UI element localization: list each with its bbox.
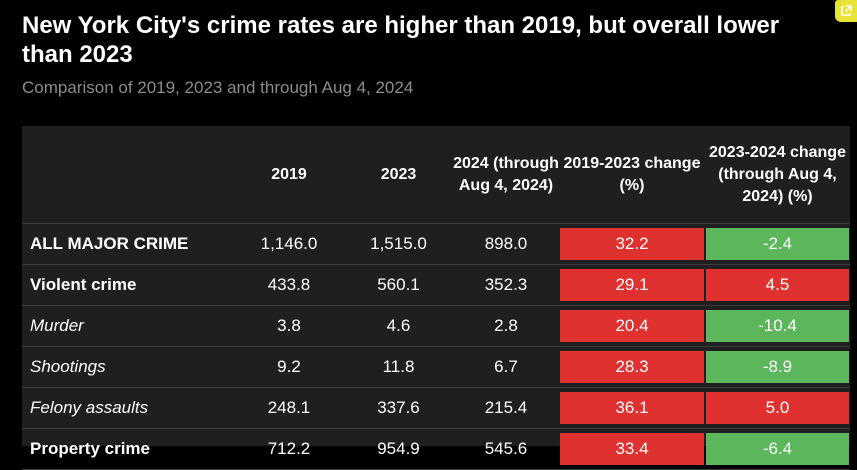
table-row: Murder 3.8 4.6 2.8 20.4 -10.4 bbox=[22, 305, 850, 347]
table-row: Felony assaults 248.1 337.6 215.4 36.1 5.0 bbox=[22, 387, 850, 429]
value-2019: 433.8 bbox=[234, 264, 344, 306]
value-2024: 215.4 bbox=[453, 387, 559, 429]
row-label: Felony assaults bbox=[22, 387, 234, 429]
value-2019: 9.2 bbox=[234, 346, 344, 388]
value-2024: 545.6 bbox=[453, 428, 559, 470]
value-2024: 898.0 bbox=[453, 223, 559, 265]
change-2019-2023-cell: 33.4 bbox=[559, 428, 705, 470]
value-2019: 248.1 bbox=[234, 387, 344, 429]
value-2023: 954.9 bbox=[344, 428, 453, 470]
change-value: 29.1 bbox=[560, 269, 704, 301]
expand-icon bbox=[841, 5, 852, 16]
row-label: Violent crime bbox=[22, 264, 234, 306]
change-value: 32.2 bbox=[560, 228, 704, 260]
table-header-row: 2019 2023 2024 (through Aug 4, 2024) 201… bbox=[22, 126, 850, 224]
table-row: ALL MAJOR CRIME 1,146.0 1,515.0 898.0 32.2 -2… bbox=[22, 223, 850, 265]
value-2023: 337.6 bbox=[344, 387, 453, 429]
change-2019-2023-cell: 32.2 bbox=[559, 223, 705, 265]
table-row: Shootings 9.2 11.8 6.7 28.3 -8.9 bbox=[22, 346, 850, 388]
row-label: ALL MAJOR CRIME bbox=[22, 223, 234, 265]
value-2024: 352.3 bbox=[453, 264, 559, 306]
change-value: 28.3 bbox=[560, 351, 704, 383]
change-value: 20.4 bbox=[560, 310, 704, 342]
change-2023-2024-cell: 5.0 bbox=[705, 387, 850, 429]
value-2023: 4.6 bbox=[344, 305, 453, 347]
change-2023-2024-cell: -8.9 bbox=[705, 346, 850, 388]
row-label: Shootings bbox=[22, 346, 234, 388]
change-value: 33.4 bbox=[560, 433, 704, 465]
change-2019-2023-cell: 20.4 bbox=[559, 305, 705, 347]
row-label: Property crime bbox=[22, 428, 234, 470]
change-value: -8.9 bbox=[706, 351, 849, 383]
change-value: -2.4 bbox=[706, 228, 849, 260]
change-value: 5.0 bbox=[706, 392, 849, 424]
change-value: -6.4 bbox=[706, 433, 849, 465]
change-2023-2024-cell: 4.5 bbox=[705, 264, 850, 306]
header-2023: 2023 bbox=[344, 126, 453, 224]
value-2019: 712.2 bbox=[234, 428, 344, 470]
change-2019-2023-cell: 36.1 bbox=[559, 387, 705, 429]
header-change-2023-2024: 2023-2024 change (through Aug 4, 2024) (… bbox=[705, 126, 850, 224]
value-2019: 1,146.0 bbox=[234, 223, 344, 265]
expand-button[interactable] bbox=[835, 0, 857, 22]
header-2019: 2019 bbox=[234, 126, 344, 224]
table-row: Violent crime 433.8 560.1 352.3 29.1 4.5 bbox=[22, 264, 850, 306]
change-value: -10.4 bbox=[706, 310, 849, 342]
change-2019-2023-cell: 29.1 bbox=[559, 264, 705, 306]
value-2023: 1,515.0 bbox=[344, 223, 453, 265]
value-2024: 6.7 bbox=[453, 346, 559, 388]
value-2023: 560.1 bbox=[344, 264, 453, 306]
change-2023-2024-cell: -6.4 bbox=[705, 428, 850, 470]
change-2023-2024-cell: -10.4 bbox=[705, 305, 850, 347]
chart-title: New York City's crime rates are higher t… bbox=[22, 12, 780, 68]
value-2019: 3.8 bbox=[234, 305, 344, 347]
row-label: Murder bbox=[22, 305, 234, 347]
chart-subtitle: Comparison of 2019, 2023 and through Aug… bbox=[22, 78, 414, 97]
change-value: 36.1 bbox=[560, 392, 704, 424]
header-label bbox=[22, 126, 234, 224]
header-change-2019-2023: 2019-2023 change (%) bbox=[559, 126, 705, 224]
value-2024: 2.8 bbox=[453, 305, 559, 347]
change-value: 4.5 bbox=[706, 269, 849, 301]
crime-table: 2019 2023 2024 (through Aug 4, 2024) 201… bbox=[22, 126, 850, 470]
change-2019-2023-cell: 28.3 bbox=[559, 346, 705, 388]
table-row: Property crime 712.2 954.9 545.6 33.4 -6.4 bbox=[22, 428, 850, 470]
header-2024: 2024 (through Aug 4, 2024) bbox=[453, 126, 559, 224]
change-2023-2024-cell: -2.4 bbox=[705, 223, 850, 265]
value-2023: 11.8 bbox=[344, 346, 453, 388]
